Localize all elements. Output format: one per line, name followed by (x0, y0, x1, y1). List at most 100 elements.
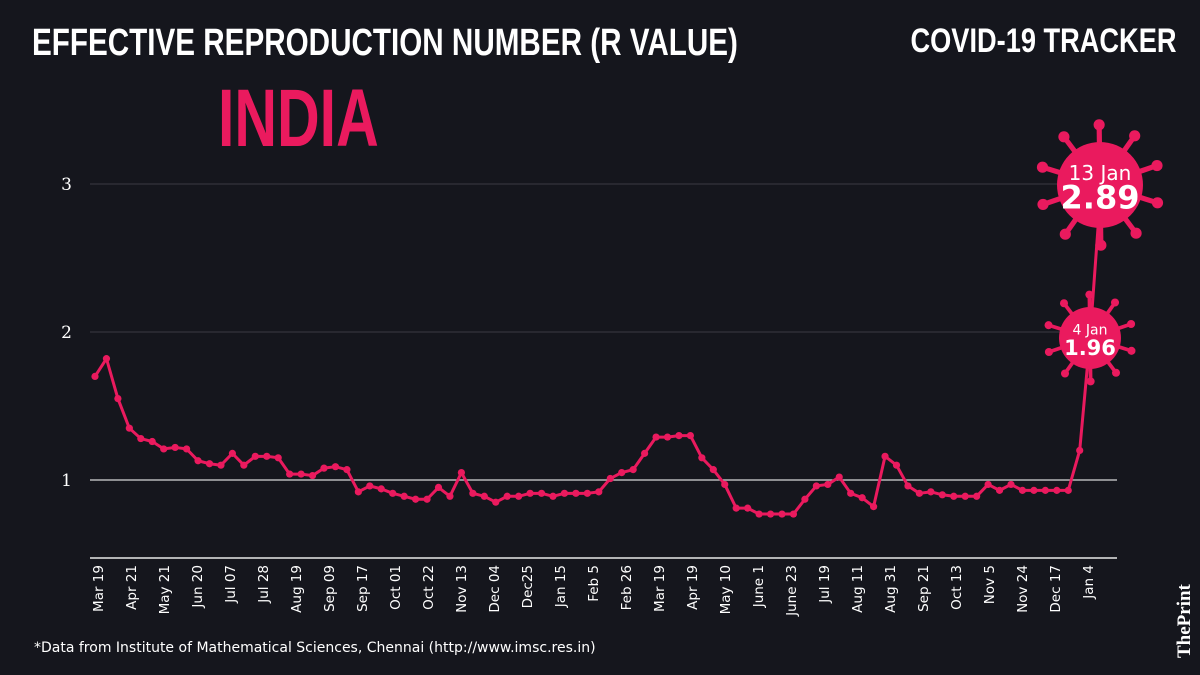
virus-body (1059, 307, 1121, 369)
data-point (91, 372, 99, 380)
virus-spike-tip (1110, 298, 1120, 307)
virus-spike-tip (1095, 239, 1107, 251)
data-point (1018, 486, 1027, 494)
data-point (331, 463, 340, 471)
virus-spike-tip (1044, 321, 1053, 330)
data-point (171, 443, 179, 452)
annotation-value: 1.96 (1064, 336, 1116, 360)
x-tick-label: Sep 09 (322, 565, 338, 612)
data-point (744, 504, 752, 512)
x-tick-label: Oct 22 (421, 565, 437, 610)
data-point (205, 460, 214, 468)
data-point (721, 480, 729, 489)
data-point (870, 503, 878, 511)
data-point (228, 449, 236, 457)
data-point (125, 424, 133, 432)
virus-spike-tip (1058, 131, 1070, 143)
y-tick-label: 1 (61, 471, 72, 491)
data-point (423, 495, 431, 503)
country-label: INDIA (218, 73, 379, 164)
data-point (446, 492, 454, 500)
data-point (915, 489, 924, 497)
x-tick-label: Feb 26 (619, 565, 635, 610)
x-tick-label: Nov 5 (982, 565, 998, 604)
data-point (503, 492, 511, 500)
data-point (686, 432, 695, 440)
data-point (938, 491, 946, 499)
data-point (606, 474, 614, 483)
x-tick-label: May 10 (718, 565, 734, 614)
data-point (389, 489, 397, 497)
x-tick-label: Feb 5 (586, 565, 602, 602)
data-point (641, 449, 649, 457)
x-tick-label: Jun 20 (190, 565, 206, 609)
x-tick-label: Jul 07 (223, 565, 239, 604)
data-point (675, 432, 683, 440)
data-point (629, 466, 637, 474)
data-point (537, 489, 546, 497)
data-point (973, 492, 981, 500)
data-point (1076, 446, 1084, 454)
virus-spike-tip (1060, 369, 1070, 378)
data-point (1030, 486, 1038, 494)
data-point (572, 489, 580, 497)
virus-spike-tip (1093, 119, 1105, 131)
data-point (835, 473, 843, 481)
data-point (137, 434, 145, 443)
data-point (354, 488, 362, 496)
x-tick-label: Nov 24 (1015, 565, 1031, 613)
data-point (801, 495, 809, 503)
virus-spike-tip (1059, 299, 1069, 308)
data-point (1064, 486, 1072, 494)
svg-text:ThePrint: ThePrint (1174, 583, 1195, 658)
x-tick-label: Oct 13 (949, 565, 965, 610)
virus-spike-tip (1059, 228, 1071, 240)
data-point (343, 466, 351, 474)
data-point (148, 437, 156, 446)
data-point (160, 445, 168, 453)
x-tick-label: Aug 19 (289, 565, 305, 613)
theprint-logo: ThePrint (1174, 583, 1195, 658)
x-tick-label: Mar 19 (652, 565, 668, 612)
data-point (595, 488, 603, 496)
x-tick-label: Aug 11 (850, 565, 866, 613)
data-point (263, 452, 271, 460)
data-point (251, 452, 259, 460)
data-point (892, 461, 901, 469)
data-point (1053, 486, 1061, 494)
y-tick-label: 2 (61, 323, 72, 343)
virus-spike-tip (1127, 346, 1136, 355)
data-point (766, 510, 775, 518)
data-point (618, 469, 626, 477)
data-point (755, 510, 763, 518)
data-point (812, 482, 820, 490)
data-point (950, 492, 958, 500)
virus-spike-tip (1086, 377, 1095, 386)
data-point (400, 492, 408, 500)
virus-spike-tip (1037, 198, 1049, 211)
x-tick-label: June 23 (784, 565, 800, 617)
x-tick-label: Jan 15 (553, 565, 569, 608)
data-point (480, 492, 488, 500)
x-tick-label: Dec25 (520, 565, 536, 608)
x-tick-label: Dec 17 (1048, 565, 1064, 613)
data-point (652, 433, 660, 441)
data-point (377, 485, 385, 493)
data-point (217, 461, 225, 469)
x-tick-label: Aug 31 (883, 565, 899, 613)
x-tick-label: Jul 19 (817, 565, 833, 604)
x-tick-label: Oct 01 (388, 565, 404, 610)
tracker-label: COVID-19 TRACKER (910, 22, 1176, 60)
data-point (583, 489, 591, 497)
data-point (1007, 480, 1015, 489)
virus-spike-tip (1036, 161, 1049, 173)
virus-spike-tip (1151, 197, 1164, 209)
x-tick-label: Sep 21 (916, 565, 932, 612)
chart-title: EFFECTIVE REPRODUCTION NUMBER (R VALUE) (32, 22, 738, 64)
virus-spike-tip (1130, 227, 1142, 239)
data-point (320, 464, 328, 472)
data-point (732, 504, 740, 512)
data-point (1041, 486, 1049, 494)
data-point (778, 510, 786, 518)
